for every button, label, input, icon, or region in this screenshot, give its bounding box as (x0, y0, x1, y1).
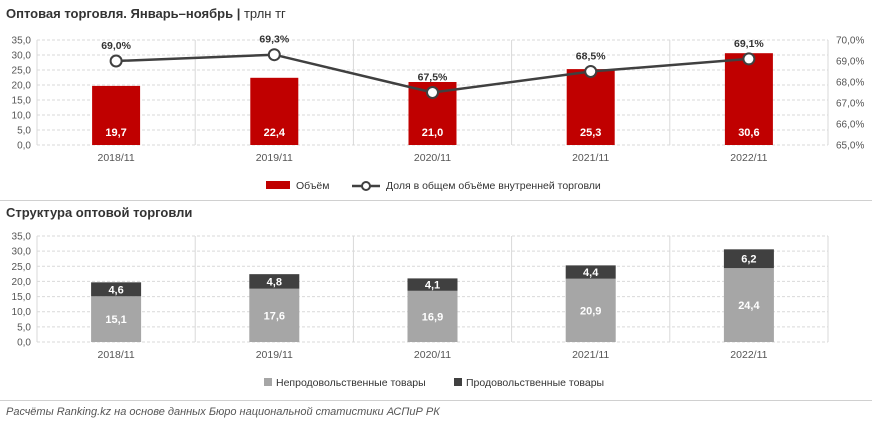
x-tick-label: 2019/11 (256, 152, 293, 164)
bar-value-label: 21,0 (422, 127, 443, 139)
y-tick-label: 15,0 (12, 292, 32, 303)
food-value-label: 4,1 (425, 280, 440, 292)
bar-value-label: 30,6 (738, 127, 759, 139)
legend-label-volume: Объём (296, 180, 329, 192)
y2-tick-label: 67,0% (836, 99, 864, 110)
y-tick-label: 15,0 (12, 96, 32, 107)
share-value-label: 69,0% (101, 40, 131, 52)
bar-non-food (723, 268, 774, 342)
x-tick-label: 2022/11 (730, 349, 767, 361)
bar-food (407, 278, 458, 291)
footer-divider (0, 400, 872, 401)
bar-volume (250, 77, 299, 145)
y-tick-label: 25,0 (12, 66, 32, 77)
y-tick-label: 10,0 (12, 111, 32, 122)
legend-label-food: Продовольственные товары (466, 377, 604, 389)
y-tick-label: 10,0 (12, 307, 32, 318)
bar-volume (566, 69, 615, 145)
legend-swatch-volume (266, 181, 290, 189)
share-point (267, 48, 281, 62)
non-food-value-label: 16,9 (422, 311, 443, 323)
chart-title-structure: Структура оптовой торговли (6, 205, 193, 220)
bar-non-food (91, 296, 142, 342)
bar-non-food (565, 278, 616, 342)
y-tick-label: 5,0 (17, 322, 31, 333)
non-food-value-label: 17,6 (264, 310, 285, 322)
bar-food (565, 265, 616, 279)
bar-non-food (249, 288, 300, 342)
section-divider (0, 200, 872, 201)
bar-non-food (407, 290, 458, 342)
legend-marker-share (361, 181, 371, 191)
chart-title-wholesale: Оптовая торговля. Январь–ноябрь | трлн т… (6, 6, 286, 21)
share-value-label: 68,5% (576, 51, 606, 63)
title-separator: | (236, 6, 241, 21)
bar-food (249, 274, 300, 289)
y2-tick-label: 70,0% (836, 36, 864, 47)
y2-tick-label: 66,0% (836, 120, 864, 131)
non-food-value-label: 15,1 (105, 314, 126, 326)
share-point (109, 54, 123, 68)
y-tick-label: 30,0 (12, 247, 32, 258)
non-food-value-label: 20,9 (580, 305, 601, 317)
bar-food (723, 249, 774, 269)
y-tick-label: 35,0 (12, 232, 32, 243)
y-tick-label: 30,0 (12, 51, 32, 62)
food-value-label: 6,2 (741, 254, 756, 266)
bar-value-label: 25,3 (580, 127, 601, 139)
legend-swatch-food (454, 378, 462, 386)
x-tick-label: 2021/11 (572, 349, 609, 361)
y2-tick-label: 69,0% (836, 57, 864, 68)
x-tick-label: 2022/11 (730, 152, 767, 164)
x-tick-label: 2019/11 (256, 349, 293, 361)
non-food-value-label: 24,4 (738, 300, 760, 312)
share-value-label: 69,1% (734, 38, 764, 50)
x-tick-label: 2020/11 (414, 349, 451, 361)
y-tick-label: 25,0 (12, 262, 32, 273)
bar-volume (92, 85, 141, 145)
title-unit: трлн тг (243, 6, 286, 21)
x-tick-label: 2018/11 (98, 349, 135, 361)
y-tick-label: 20,0 (12, 81, 32, 92)
legend-swatch-non-food (264, 378, 272, 386)
bar-value-label: 22,4 (264, 127, 286, 139)
bar-food (91, 282, 142, 297)
legend-label-share: Доля в общем объёме внутренней торговли (386, 180, 601, 192)
source-note: Расчёты Ranking.kz на основе данных Бюро… (6, 406, 440, 418)
legend-label-non-food: Непродовольственные товары (276, 377, 426, 389)
y-tick-label: 5,0 (17, 126, 31, 137)
share-point (426, 86, 439, 99)
y-tick-label: 20,0 (12, 277, 32, 288)
share-point (742, 52, 756, 66)
food-value-label: 4,8 (267, 276, 282, 288)
food-value-label: 4,6 (108, 284, 123, 296)
y-tick-label: 0,0 (17, 141, 31, 152)
x-tick-label: 2020/11 (414, 152, 451, 164)
y2-tick-label: 65,0% (836, 141, 864, 152)
food-value-label: 4,4 (583, 267, 599, 279)
share-value-label: 67,5% (418, 72, 448, 84)
bar-value-label: 19,7 (105, 127, 126, 139)
share-value-label: 69,3% (259, 34, 289, 46)
y-tick-label: 0,0 (17, 338, 31, 349)
share-point (584, 65, 598, 78)
y-tick-label: 35,0 (12, 36, 32, 47)
x-tick-label: 2021/11 (572, 152, 609, 164)
x-tick-label: 2018/11 (98, 152, 135, 164)
title-text: Оптовая торговля. Январь–ноябрь (6, 6, 234, 21)
bar-volume (724, 53, 773, 146)
y2-tick-label: 68,0% (836, 78, 864, 89)
